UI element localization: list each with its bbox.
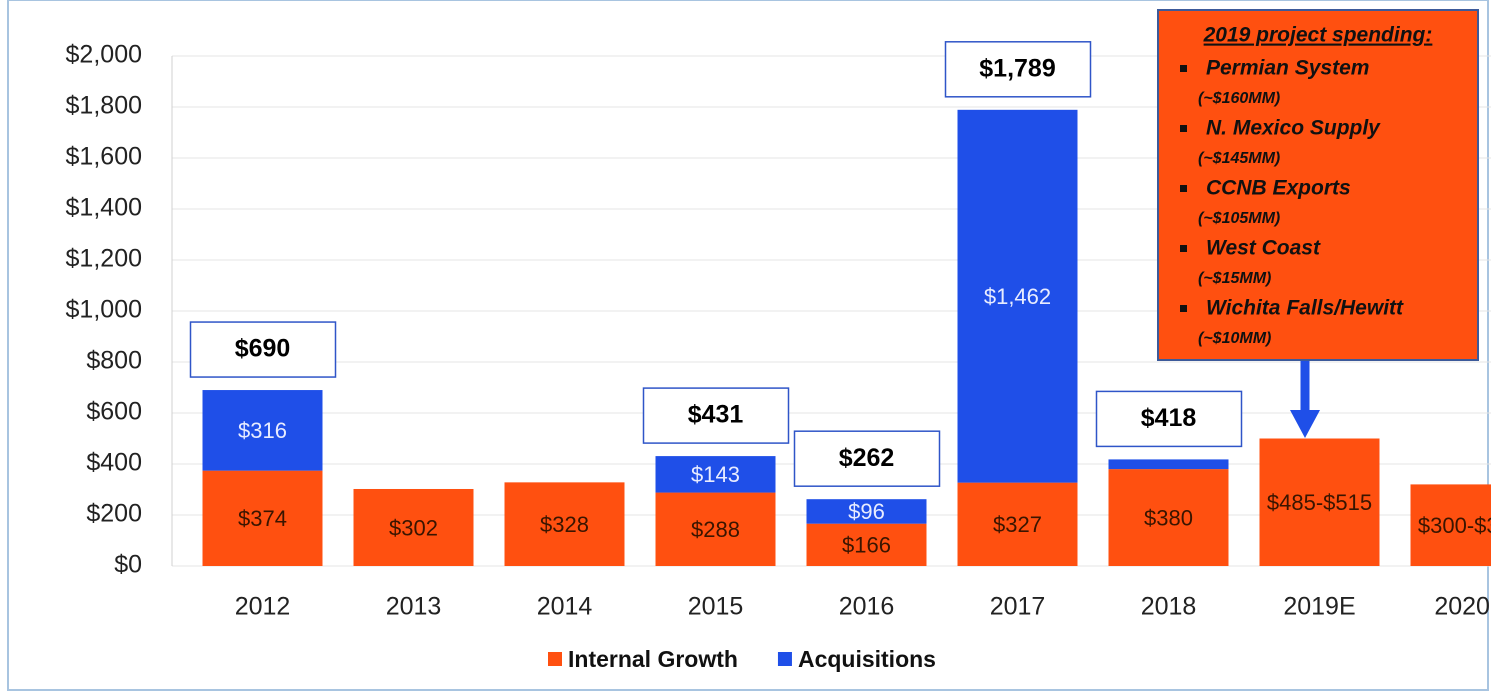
x-tick-label: 2016 — [839, 593, 895, 621]
annotation-item: Wichita Falls/Hewitt — [1206, 297, 1404, 320]
total-label: $431 — [688, 401, 744, 429]
y-tick-label: $200 — [86, 500, 142, 528]
bar-segment — [655, 492, 776, 566]
annotation-item: N. Mexico Supply — [1206, 117, 1381, 140]
annotation-amount: (~$10MM) — [1198, 330, 1271, 347]
bullet — [1180, 305, 1187, 312]
x-tick-label: 2014 — [537, 593, 593, 621]
data-label: $166 — [842, 533, 891, 558]
bar-segment — [655, 456, 776, 493]
bar-segment — [1108, 459, 1229, 470]
data-label: $1,462 — [984, 284, 1051, 309]
total-box — [793, 430, 941, 487]
data-label: $300-$350 — [1418, 513, 1491, 538]
data-label: $302 — [389, 515, 438, 540]
bullet — [1180, 125, 1187, 132]
data-label: $374 — [238, 506, 287, 531]
bar-segment — [806, 523, 927, 566]
annotation-amount: (~$15MM) — [1198, 270, 1271, 287]
y-tick-label: $0 — [114, 551, 142, 579]
bar-segment — [202, 390, 323, 471]
annotation-amount: (~$105MM) — [1198, 210, 1280, 227]
bar-segment — [1259, 438, 1380, 566]
data-label: $327 — [993, 512, 1042, 537]
arrow-head — [1290, 410, 1320, 438]
legend-swatch — [777, 652, 792, 666]
bar-segment — [957, 109, 1078, 483]
total-label: $690 — [235, 335, 291, 363]
y-tick-label: $1,200 — [66, 245, 142, 273]
bullet — [1180, 185, 1187, 192]
bar-segment — [1108, 469, 1229, 566]
total-box — [944, 41, 1092, 98]
bar-segment — [957, 482, 1078, 566]
y-tick-label: $400 — [86, 449, 142, 477]
annotation-item: Permian System — [1206, 57, 1369, 80]
x-tick-label: 2019E — [1283, 593, 1355, 621]
bar-segment — [353, 488, 474, 566]
total-box — [1095, 390, 1243, 448]
annotation-title: 2019 project spending: — [1203, 24, 1433, 47]
total-box — [642, 387, 790, 444]
annotation-amount: (~$145MM) — [1198, 150, 1280, 167]
bullet — [1180, 245, 1187, 252]
x-tick-label: 2015 — [688, 593, 744, 621]
frame — [7, 0, 1489, 691]
legend-label: Acquisitions — [798, 646, 936, 672]
total-label: $262 — [839, 444, 895, 472]
y-tick-label: $2,000 — [66, 41, 142, 69]
x-tick-label: 2018 — [1141, 593, 1197, 621]
y-tick-label: $1,800 — [66, 92, 142, 120]
data-label: $288 — [691, 517, 740, 542]
x-tick-label: 2017 — [990, 593, 1046, 621]
data-label: $96 — [848, 499, 885, 524]
annotation-box — [1157, 9, 1479, 361]
y-tick-label: $1,600 — [66, 143, 142, 171]
total-label: $418 — [1141, 404, 1197, 432]
y-tick-label: $600 — [86, 398, 142, 426]
y-tick-label: $1,000 — [66, 296, 142, 324]
bar-segment — [504, 482, 625, 566]
bullet — [1180, 65, 1187, 72]
annotation-amount: (~$160MM) — [1198, 90, 1280, 107]
data-label: $328 — [540, 512, 589, 537]
data-label: $380 — [1144, 505, 1193, 530]
x-tick-label: 2013 — [386, 593, 442, 621]
total-label: $1,789 — [979, 54, 1055, 82]
legend-label: Internal Growth — [568, 646, 738, 672]
data-label: $316 — [238, 418, 287, 443]
legend-swatch — [548, 652, 562, 666]
bar-segment — [202, 470, 323, 566]
x-tick-label: 2020E — [1434, 593, 1491, 621]
bar-segment — [1410, 484, 1491, 566]
x-tick-label: 2012 — [235, 593, 291, 621]
data-label: $143 — [691, 462, 740, 487]
y-tick-label: $800 — [86, 347, 142, 375]
annotation-item: West Coast — [1206, 237, 1321, 260]
annotation-item: CCNB Exports — [1206, 177, 1351, 200]
bar-segment — [806, 499, 927, 524]
total-box — [189, 321, 337, 378]
y-tick-label: $1,400 — [66, 194, 142, 222]
data-label: $485-$515 — [1267, 490, 1372, 515]
